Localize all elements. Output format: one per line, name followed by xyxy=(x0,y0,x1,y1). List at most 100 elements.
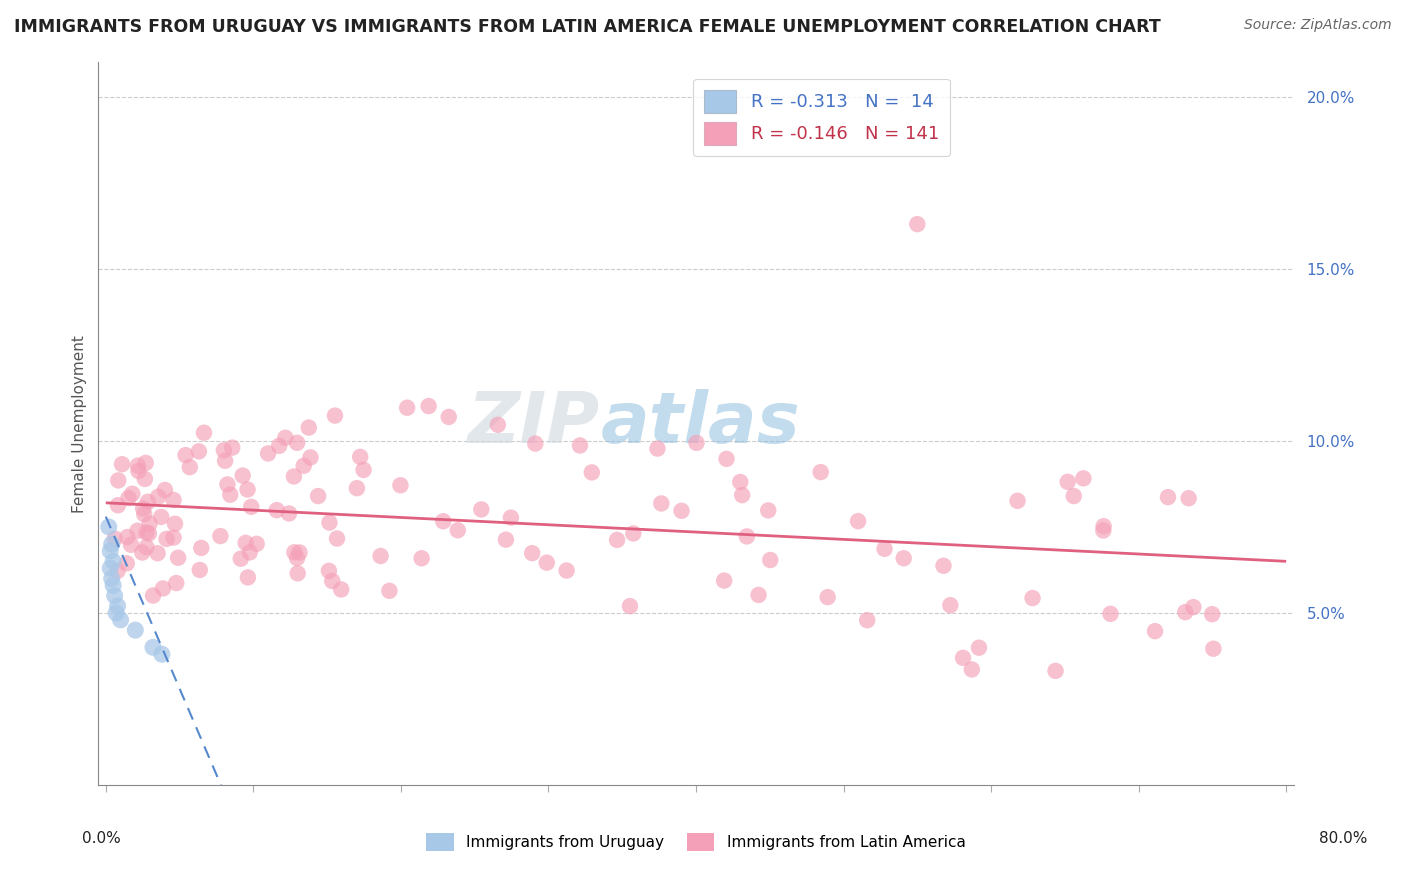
Point xyxy=(101,554,124,568)
Point xyxy=(759,553,782,567)
Point xyxy=(142,589,165,603)
Point xyxy=(432,514,454,528)
Point xyxy=(307,489,329,503)
Point xyxy=(730,475,752,489)
Point xyxy=(581,466,603,480)
Point xyxy=(100,572,122,586)
Point xyxy=(146,546,169,560)
Point xyxy=(1073,471,1095,485)
Point xyxy=(232,468,254,483)
Point xyxy=(396,401,419,415)
Point xyxy=(568,438,591,452)
Point xyxy=(1157,490,1180,504)
Point xyxy=(193,425,215,440)
Point xyxy=(716,451,738,466)
Point xyxy=(135,540,157,554)
Point xyxy=(418,399,440,413)
Point xyxy=(1201,607,1223,622)
Point xyxy=(107,498,129,512)
Point xyxy=(269,439,291,453)
Point xyxy=(107,474,129,488)
Point xyxy=(138,516,160,531)
Point xyxy=(187,444,209,458)
Point xyxy=(606,533,628,547)
Point xyxy=(167,550,190,565)
Point xyxy=(1063,489,1085,503)
Point xyxy=(495,533,517,547)
Point xyxy=(221,441,243,455)
Point xyxy=(110,613,132,627)
Point xyxy=(731,488,754,502)
Point xyxy=(135,525,157,540)
Point xyxy=(100,537,122,551)
Point xyxy=(299,450,322,465)
Point xyxy=(330,582,353,597)
Point xyxy=(136,494,159,508)
Point xyxy=(111,457,134,471)
Point xyxy=(288,545,311,559)
Point xyxy=(748,588,770,602)
Point xyxy=(856,613,879,627)
Point xyxy=(756,503,779,517)
Point xyxy=(97,520,120,534)
Point xyxy=(1174,605,1197,619)
Point xyxy=(150,647,173,661)
Point xyxy=(939,598,962,612)
Text: IMMIGRANTS FROM URUGUAY VS IMMIGRANTS FROM LATIN AMERICA FEMALE UNEMPLOYMENT COR: IMMIGRANTS FROM URUGUAY VS IMMIGRANTS FR… xyxy=(14,18,1161,36)
Point xyxy=(960,663,983,677)
Point xyxy=(353,463,375,477)
Point xyxy=(846,514,869,528)
Point xyxy=(236,570,259,584)
Point xyxy=(131,545,153,559)
Point xyxy=(229,551,252,566)
Point xyxy=(134,507,156,521)
Point xyxy=(163,516,186,531)
Point xyxy=(127,524,149,538)
Point xyxy=(378,583,401,598)
Point xyxy=(219,488,242,502)
Point xyxy=(1092,524,1115,538)
Point xyxy=(810,465,832,479)
Point xyxy=(1143,624,1166,639)
Point xyxy=(1045,664,1067,678)
Point xyxy=(142,640,165,655)
Point xyxy=(522,546,544,560)
Point xyxy=(1056,475,1078,489)
Point xyxy=(283,545,305,559)
Point xyxy=(101,578,124,592)
Point xyxy=(127,458,149,473)
Point xyxy=(162,492,184,507)
Point xyxy=(278,507,301,521)
Point xyxy=(671,504,693,518)
Point xyxy=(967,640,990,655)
Text: 80.0%: 80.0% xyxy=(1319,831,1367,846)
Point xyxy=(135,456,157,470)
Point xyxy=(817,590,839,604)
Point xyxy=(685,435,707,450)
Point xyxy=(318,564,340,578)
Point xyxy=(370,549,392,563)
Point xyxy=(153,483,176,497)
Point xyxy=(188,563,211,577)
Point xyxy=(117,491,139,505)
Point xyxy=(346,481,368,495)
Point xyxy=(621,526,644,541)
Legend: Immigrants from Uruguay, Immigrants from Latin America: Immigrants from Uruguay, Immigrants from… xyxy=(420,827,972,857)
Point xyxy=(1007,493,1029,508)
Point xyxy=(287,566,309,581)
Point xyxy=(239,545,262,559)
Point xyxy=(321,574,343,588)
Point xyxy=(117,530,139,544)
Point xyxy=(127,464,149,478)
Point xyxy=(107,599,129,613)
Point xyxy=(285,435,308,450)
Point xyxy=(619,599,641,614)
Point xyxy=(148,490,170,504)
Point xyxy=(713,574,735,588)
Point xyxy=(555,564,578,578)
Point xyxy=(349,450,371,464)
Point xyxy=(212,443,235,458)
Point xyxy=(132,501,155,516)
Text: ZIP: ZIP xyxy=(468,389,600,458)
Point xyxy=(411,551,433,566)
